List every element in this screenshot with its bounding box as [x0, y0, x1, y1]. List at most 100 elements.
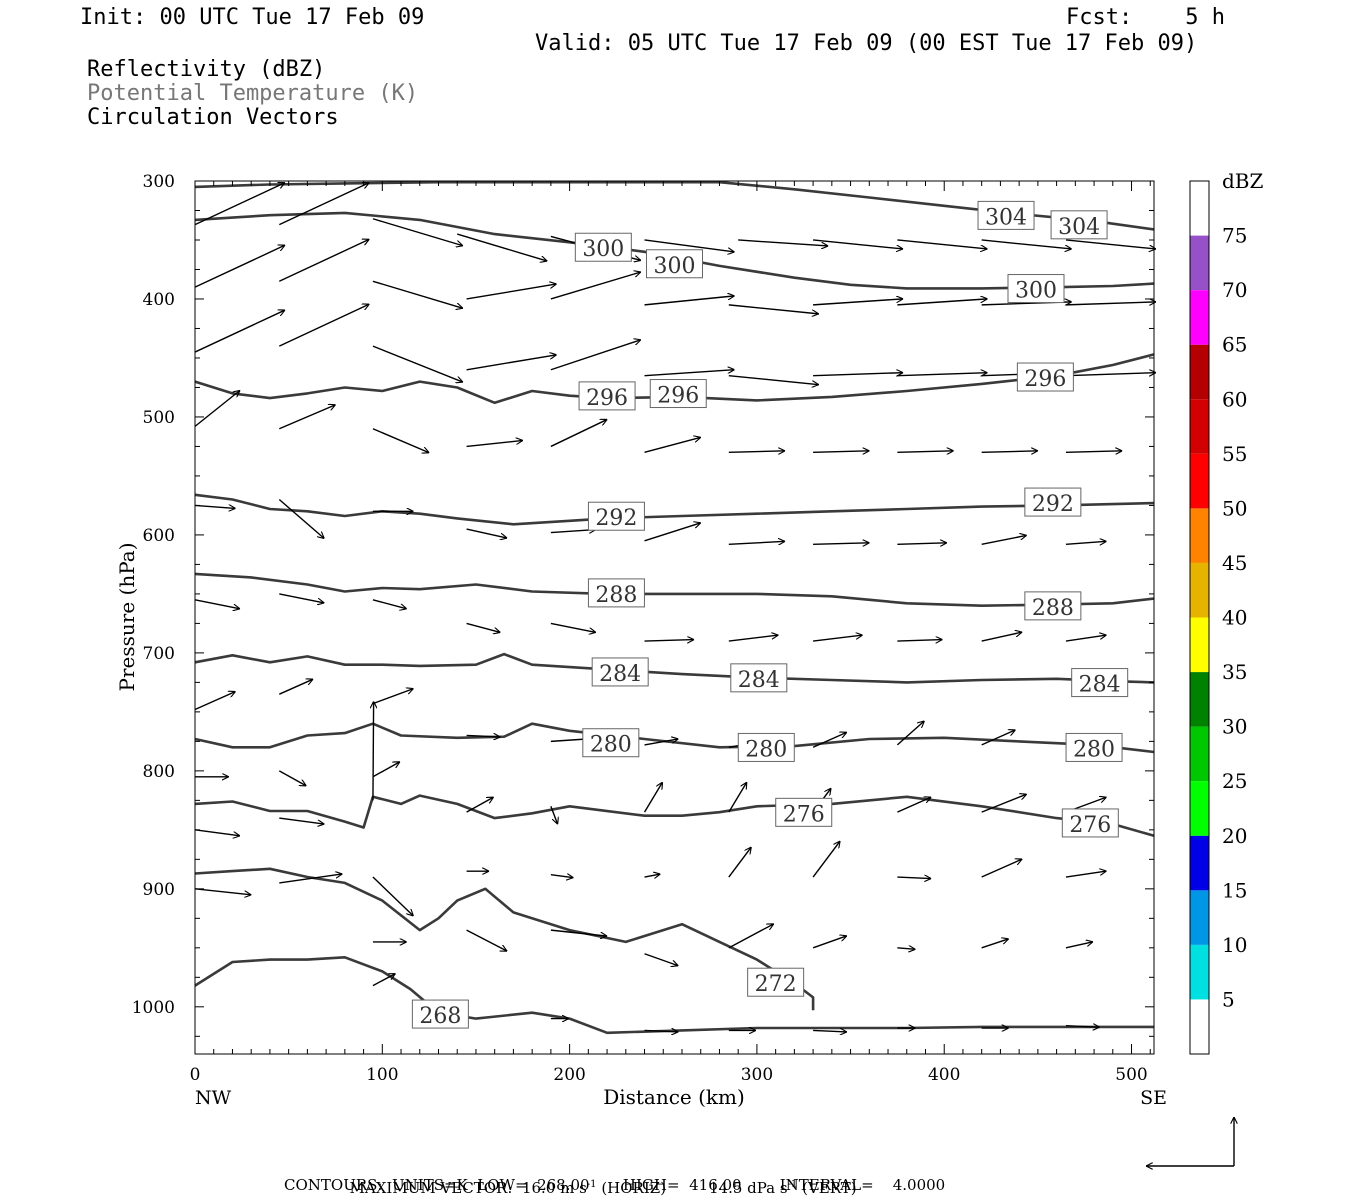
circulation-vector [372, 599, 407, 609]
colorbar-segment [1190, 944, 1209, 1000]
colorbar-segment [1190, 617, 1209, 673]
contour-label-box [578, 381, 636, 411]
circulation-vector [728, 304, 819, 314]
circulation-vector [466, 929, 508, 952]
circulation-vector [372, 876, 414, 916]
contour-label-box [587, 578, 645, 608]
max-vector-line: MAXIMUM VECTOR: 16.0 m s-1 (HORIZ) 14.5 … [340, 1158, 857, 1197]
circulation-vector [728, 374, 819, 385]
contour-label-box [747, 967, 805, 997]
contour-label: 304 [985, 205, 1027, 230]
circulation-vector [550, 419, 607, 448]
circulation-vector [813, 543, 869, 545]
colorbar-segment [1190, 672, 1209, 727]
circulation-vector [194, 390, 240, 427]
reference-vector-icon [1146, 1117, 1234, 1166]
colorbar-level: 45 [1222, 551, 1247, 575]
contour-label: 288 [1032, 596, 1074, 621]
theta-contour-284 [194, 652, 1155, 684]
circulation-vector [194, 888, 251, 895]
colorbar-segment [1190, 890, 1209, 945]
circulation-vector [372, 689, 414, 705]
circulation-vector [372, 218, 463, 246]
circulation-vector [550, 875, 574, 878]
contour-label-box [1071, 668, 1129, 698]
circulation-vector [550, 929, 607, 936]
circulation-vector [981, 939, 1009, 949]
contour-label: 276 [1069, 813, 1111, 838]
circulation-vector [1065, 635, 1107, 642]
colorbar-segment [1190, 835, 1209, 891]
circulation-vector [278, 498, 324, 539]
circulation-vector [550, 340, 641, 371]
circulation-vector [813, 451, 869, 453]
circulation-vector [981, 535, 1027, 546]
contour-label-box [574, 232, 632, 262]
circulation-vector [813, 1030, 847, 1032]
colorbar-level: 65 [1222, 333, 1247, 357]
circulation-vector [644, 739, 679, 746]
colorbar-level: 30 [1222, 715, 1247, 739]
circulation-vector [897, 640, 942, 642]
max-vector-horiz: 16.0 m s [521, 1179, 587, 1197]
contour-label-box [1024, 591, 1082, 621]
circulation-vector [981, 730, 1016, 746]
circulation-vector [372, 972, 396, 987]
circulation-vector [981, 451, 1038, 453]
circulation-vector [372, 428, 429, 453]
circulation-vector [1065, 302, 1156, 305]
circulation-vector [372, 345, 463, 382]
contour-label: 280 [1073, 737, 1115, 762]
contour-label-box [582, 728, 640, 758]
colorbar-segment [1190, 726, 1209, 782]
valid-time: Valid: 05 UTC Tue 17 Feb 09 (00 EST Tue … [535, 31, 1198, 56]
circulation-vector [1065, 871, 1107, 878]
circulation-vector [194, 599, 240, 609]
colorbar-segment [1190, 399, 1209, 454]
circulation-vector [728, 847, 752, 878]
circulation-vector [897, 877, 931, 879]
x-end-label-se: SE [1140, 1087, 1167, 1109]
contour-label-box [1065, 732, 1123, 762]
theta-contour-296 [194, 353, 1155, 405]
contour-label-box [587, 501, 645, 531]
x-tick-label: 300 [741, 1065, 773, 1085]
colorbar-level: 55 [1222, 442, 1247, 466]
colorbar-segment [1190, 344, 1209, 400]
colorbar-level: 15 [1222, 878, 1247, 902]
circulation-vector [897, 543, 947, 545]
forecast-hour: Fcst: 5 h [1066, 5, 1225, 30]
circulation-vector [897, 948, 915, 950]
colorbar-level: 20 [1222, 824, 1247, 848]
theta-contour-292 [194, 493, 1155, 526]
colorbar-segment [1190, 235, 1209, 291]
circulation-vector [644, 370, 735, 377]
plot-frame [194, 180, 1155, 1055]
circulation-vector [194, 310, 285, 353]
contour-label: 296 [657, 384, 699, 409]
circulation-vector [812, 841, 840, 878]
contour-label-box [775, 797, 833, 827]
circulation-vector [981, 794, 1027, 813]
contour-label: 288 [595, 583, 637, 608]
circulation-vector [466, 622, 501, 632]
colorbar-segment [1190, 999, 1209, 1054]
circulation-vector [813, 635, 863, 642]
contour-label: 284 [1079, 673, 1121, 698]
vert-exponent: -1 [787, 1179, 798, 1190]
circulation-vector [728, 782, 747, 813]
colorbar-segment [1190, 781, 1209, 836]
circulation-vector [466, 528, 508, 538]
contour-label: 296 [1024, 367, 1066, 392]
contour-label-box [1050, 210, 1108, 240]
circulation-vector [279, 405, 335, 430]
theta-contour-268 [194, 956, 1154, 1035]
circulation-vector [466, 284, 557, 300]
colorbar-level: 75 [1222, 224, 1247, 248]
y-tick-label: 900 [143, 880, 175, 900]
theta-contour-288 [194, 572, 1155, 607]
contour-label: 292 [595, 506, 637, 531]
colorbar-level: 40 [1222, 606, 1247, 630]
circulation-vector [279, 874, 342, 884]
